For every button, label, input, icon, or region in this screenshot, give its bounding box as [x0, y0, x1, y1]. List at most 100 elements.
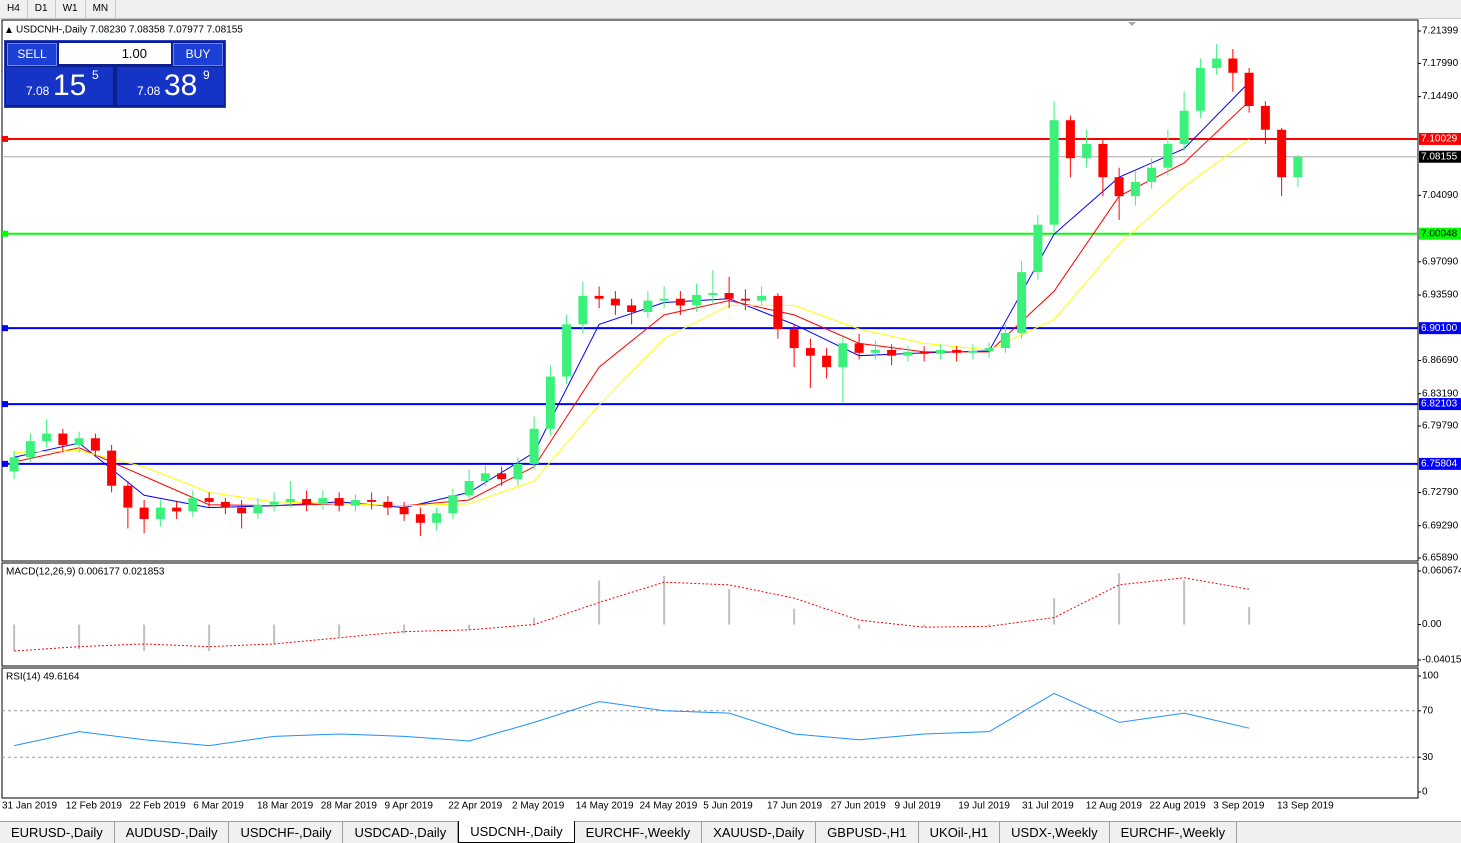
- candle-body: [919, 351, 929, 354]
- candle-body: [415, 514, 425, 523]
- candle-body: [659, 298, 669, 301]
- candle-body: [367, 499, 377, 502]
- symbol-tab[interactable]: EURUSD-,Daily: [0, 822, 115, 843]
- symbol-tab[interactable]: EURCHF-,Weekly: [1110, 822, 1238, 843]
- candle-body: [464, 481, 474, 496]
- candle-body: [399, 507, 409, 515]
- candle-body: [1277, 129, 1287, 178]
- candle-body: [25, 441, 35, 458]
- x-tick-label: 12 Aug 2019: [1086, 801, 1143, 812]
- y-tick-label: 100: [1422, 671, 1439, 682]
- timeframe-button[interactable]: W1: [56, 0, 86, 18]
- timeframe-button[interactable]: D1: [28, 0, 56, 18]
- level-label-bg: [1419, 457, 1461, 470]
- macd-bar: [988, 624, 991, 627]
- candle-body: [610, 298, 620, 306]
- y-tick-label: -0.040152: [1422, 655, 1461, 666]
- level-label: 6.82103: [1421, 399, 1458, 410]
- x-tick-label: 28 Mar 2019: [321, 801, 378, 812]
- candle-body: [285, 499, 295, 502]
- level-handle: [2, 460, 8, 467]
- level-label-bg: [1419, 398, 1461, 411]
- moving-average: [14, 138, 1250, 507]
- sell-button[interactable]: SELL: [7, 43, 57, 66]
- bid-small: 7.08: [26, 84, 50, 98]
- trade-panel: SELL 1.00 BUY 7.08 15 5 7.08 38 9: [4, 40, 226, 108]
- x-tick-label: 9 Jul 2019: [895, 801, 942, 812]
- candle-body: [935, 349, 945, 354]
- y-tick-label: 6.97090: [1422, 256, 1459, 267]
- candle-body: [302, 499, 312, 504]
- buy-button[interactable]: BUY: [173, 43, 223, 66]
- symbol-tab[interactable]: GBPUSD-,H1: [816, 822, 919, 843]
- x-tick-label: 2 May 2019: [512, 801, 565, 812]
- y-tick-label: 0.00: [1422, 619, 1442, 630]
- collapse-icon[interactable]: [6, 27, 12, 33]
- symbol-tab[interactable]: UKOil-,H1: [919, 822, 1001, 843]
- candle-body: [432, 513, 442, 523]
- symbol-tab[interactable]: USDX-,Weekly: [1000, 822, 1110, 843]
- timeframe-button[interactable]: MN: [86, 0, 117, 18]
- symbol-tab[interactable]: USDCNH-,Daily: [458, 821, 575, 843]
- candle-body: [1260, 105, 1270, 130]
- ask-box[interactable]: 7.08 38 9: [117, 67, 224, 105]
- y-tick-label: 30: [1422, 752, 1434, 763]
- level-label-bg: [1419, 322, 1461, 335]
- main-title: USDCNH-,Daily 7.08230 7.08358 7.07977 7.…: [16, 25, 243, 36]
- x-tick-label: 19 Jul 2019: [958, 801, 1010, 812]
- candle-body: [952, 349, 962, 353]
- candle-body: [1000, 332, 1010, 349]
- candle-body: [838, 343, 848, 368]
- candle-body: [740, 298, 750, 301]
- level-label-bg: [1419, 227, 1461, 240]
- volume-input[interactable]: 1.00: [59, 43, 171, 64]
- level-handle: [2, 230, 8, 237]
- y-tick-label: 6.93590: [1422, 290, 1459, 301]
- level-label: 7.10029: [1421, 134, 1458, 145]
- y-tick-label: 6.83190: [1422, 388, 1459, 399]
- candle-body: [1212, 58, 1222, 69]
- candle-body: [9, 457, 19, 472]
- candle-body: [870, 349, 880, 353]
- ask-small: 7.08: [137, 84, 161, 98]
- candle-body: [1163, 143, 1173, 168]
- x-tick-label: 31 Jul 2019: [1022, 801, 1074, 812]
- macd-bar: [338, 624, 341, 637]
- macd-frame: [1, 562, 1419, 667]
- level-label: 7.00048: [1421, 228, 1458, 239]
- candle-body: [887, 349, 897, 356]
- candle-body: [155, 507, 165, 519]
- y-tick-label: 0.060674: [1422, 566, 1461, 577]
- symbol-tab[interactable]: AUDUSD-,Daily: [115, 822, 230, 843]
- symbol-tab[interactable]: USDCAD-,Daily: [343, 822, 459, 843]
- macd-bar: [858, 624, 861, 629]
- candle-body: [984, 348, 994, 351]
- x-tick-label: 12 Feb 2019: [66, 801, 123, 812]
- candle-body: [172, 507, 182, 512]
- x-tick-label: 22 Aug 2019: [1150, 801, 1207, 812]
- candle-body: [107, 450, 117, 486]
- x-tick-label: 3 Sep 2019: [1213, 801, 1265, 812]
- bid-box[interactable]: 7.08 15 5: [6, 67, 113, 105]
- candle-body: [513, 463, 523, 480]
- macd-signal: [14, 577, 1250, 652]
- timeframe-button[interactable]: H4: [0, 0, 28, 18]
- candle-body: [1049, 120, 1059, 225]
- symbol-tab[interactable]: USDCHF-,Daily: [229, 822, 344, 843]
- level-label: 6.90100: [1421, 323, 1458, 334]
- symbol-tab[interactable]: EURCHF-,Weekly: [575, 822, 703, 843]
- x-tick-label: 14 May 2019: [576, 801, 634, 812]
- macd-bar: [793, 608, 796, 625]
- candle-body: [497, 473, 507, 480]
- candle-body: [1195, 68, 1205, 111]
- candle-body: [480, 473, 490, 482]
- x-tick-label: 18 Mar 2019: [257, 801, 314, 812]
- y-tick-label: 6.65890: [1422, 553, 1459, 564]
- y-tick-label: 6.79790: [1422, 421, 1459, 432]
- symbol-tab[interactable]: XAUUSD-,Daily: [702, 822, 817, 843]
- candle-body: [269, 501, 279, 505]
- y-tick-label: 6.72790: [1422, 487, 1459, 498]
- macd-bar: [728, 589, 731, 625]
- candle-body: [627, 305, 637, 313]
